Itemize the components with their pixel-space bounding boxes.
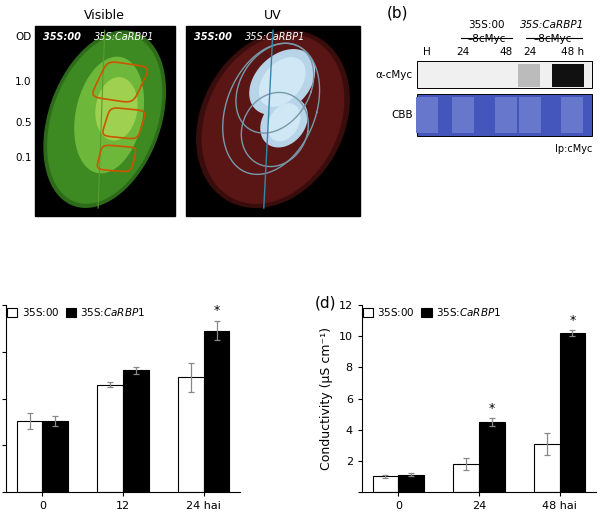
Text: α-cMyc: α-cMyc bbox=[376, 70, 413, 80]
Bar bbox=[520, 97, 541, 133]
Bar bbox=[534, 444, 559, 492]
Bar bbox=[416, 97, 438, 133]
Text: 35S:00: 35S:00 bbox=[468, 20, 504, 30]
Text: UV: UV bbox=[264, 9, 282, 22]
Text: (d): (d) bbox=[315, 296, 337, 311]
Bar bbox=[123, 370, 149, 492]
Text: *: * bbox=[569, 314, 576, 327]
Text: *: * bbox=[489, 402, 495, 415]
Polygon shape bbox=[259, 58, 305, 106]
Bar bbox=[417, 61, 592, 88]
Polygon shape bbox=[268, 104, 300, 141]
Bar bbox=[178, 378, 203, 492]
Text: 35S:CaRBP1: 35S:CaRBP1 bbox=[520, 20, 585, 30]
Polygon shape bbox=[96, 78, 137, 140]
Polygon shape bbox=[48, 35, 161, 203]
Text: 35S:00: 35S:00 bbox=[194, 32, 232, 42]
Bar bbox=[187, 26, 359, 216]
Bar bbox=[417, 94, 592, 135]
Bar bbox=[561, 97, 583, 133]
Polygon shape bbox=[197, 31, 349, 207]
Polygon shape bbox=[44, 31, 166, 207]
Bar bbox=[43, 421, 68, 492]
Bar bbox=[399, 475, 424, 492]
Text: 0.5: 0.5 bbox=[15, 118, 32, 129]
Text: 35S:00: 35S:00 bbox=[43, 32, 81, 42]
Text: (b): (b) bbox=[387, 5, 409, 21]
Polygon shape bbox=[202, 35, 344, 203]
Bar bbox=[518, 65, 540, 87]
Text: –8cMyc: –8cMyc bbox=[467, 34, 506, 44]
Text: OD: OD bbox=[16, 32, 32, 42]
Legend: 35S:$\it{00}$, 35S:$\it{CaRBP1}$: 35S:$\it{00}$, 35S:$\it{CaRBP1}$ bbox=[363, 306, 501, 318]
Text: 24: 24 bbox=[524, 47, 537, 57]
Text: H: H bbox=[423, 47, 430, 57]
Bar bbox=[98, 385, 123, 492]
Bar bbox=[452, 97, 474, 133]
Text: Visible: Visible bbox=[84, 9, 125, 22]
Legend: 35S:$\it{00}$, 35S:$\it{CaRBP1}$: 35S:$\it{00}$, 35S:$\it{CaRBP1}$ bbox=[7, 306, 145, 318]
Text: CBB: CBB bbox=[391, 110, 413, 120]
Text: 24: 24 bbox=[456, 47, 469, 57]
Y-axis label: Conductivity (μS cm⁻¹): Conductivity (μS cm⁻¹) bbox=[320, 327, 333, 470]
Text: 35S:CaRBP1: 35S:CaRBP1 bbox=[246, 32, 306, 42]
Text: 1.0: 1.0 bbox=[15, 77, 32, 87]
Text: *: * bbox=[214, 304, 220, 317]
Polygon shape bbox=[261, 98, 307, 147]
Bar bbox=[17, 421, 43, 492]
Bar bbox=[559, 333, 585, 492]
Bar bbox=[479, 422, 504, 492]
Text: 48 h: 48 h bbox=[560, 47, 584, 57]
Text: 48: 48 bbox=[500, 47, 513, 57]
Text: Ip:cMyc: Ip:cMyc bbox=[554, 144, 592, 154]
Bar bbox=[203, 331, 229, 492]
Polygon shape bbox=[75, 57, 143, 172]
Bar bbox=[453, 464, 479, 492]
Text: 600: 600 bbox=[36, 39, 50, 44]
Bar bbox=[495, 97, 517, 133]
Bar bbox=[373, 477, 399, 492]
Polygon shape bbox=[250, 50, 314, 114]
Bar bbox=[36, 26, 175, 216]
Bar bbox=[552, 65, 584, 87]
Text: 0.1: 0.1 bbox=[15, 153, 32, 163]
Text: –8cMyc: –8cMyc bbox=[533, 34, 571, 44]
Text: 35S:CaRBP1: 35S:CaRBP1 bbox=[95, 32, 155, 42]
